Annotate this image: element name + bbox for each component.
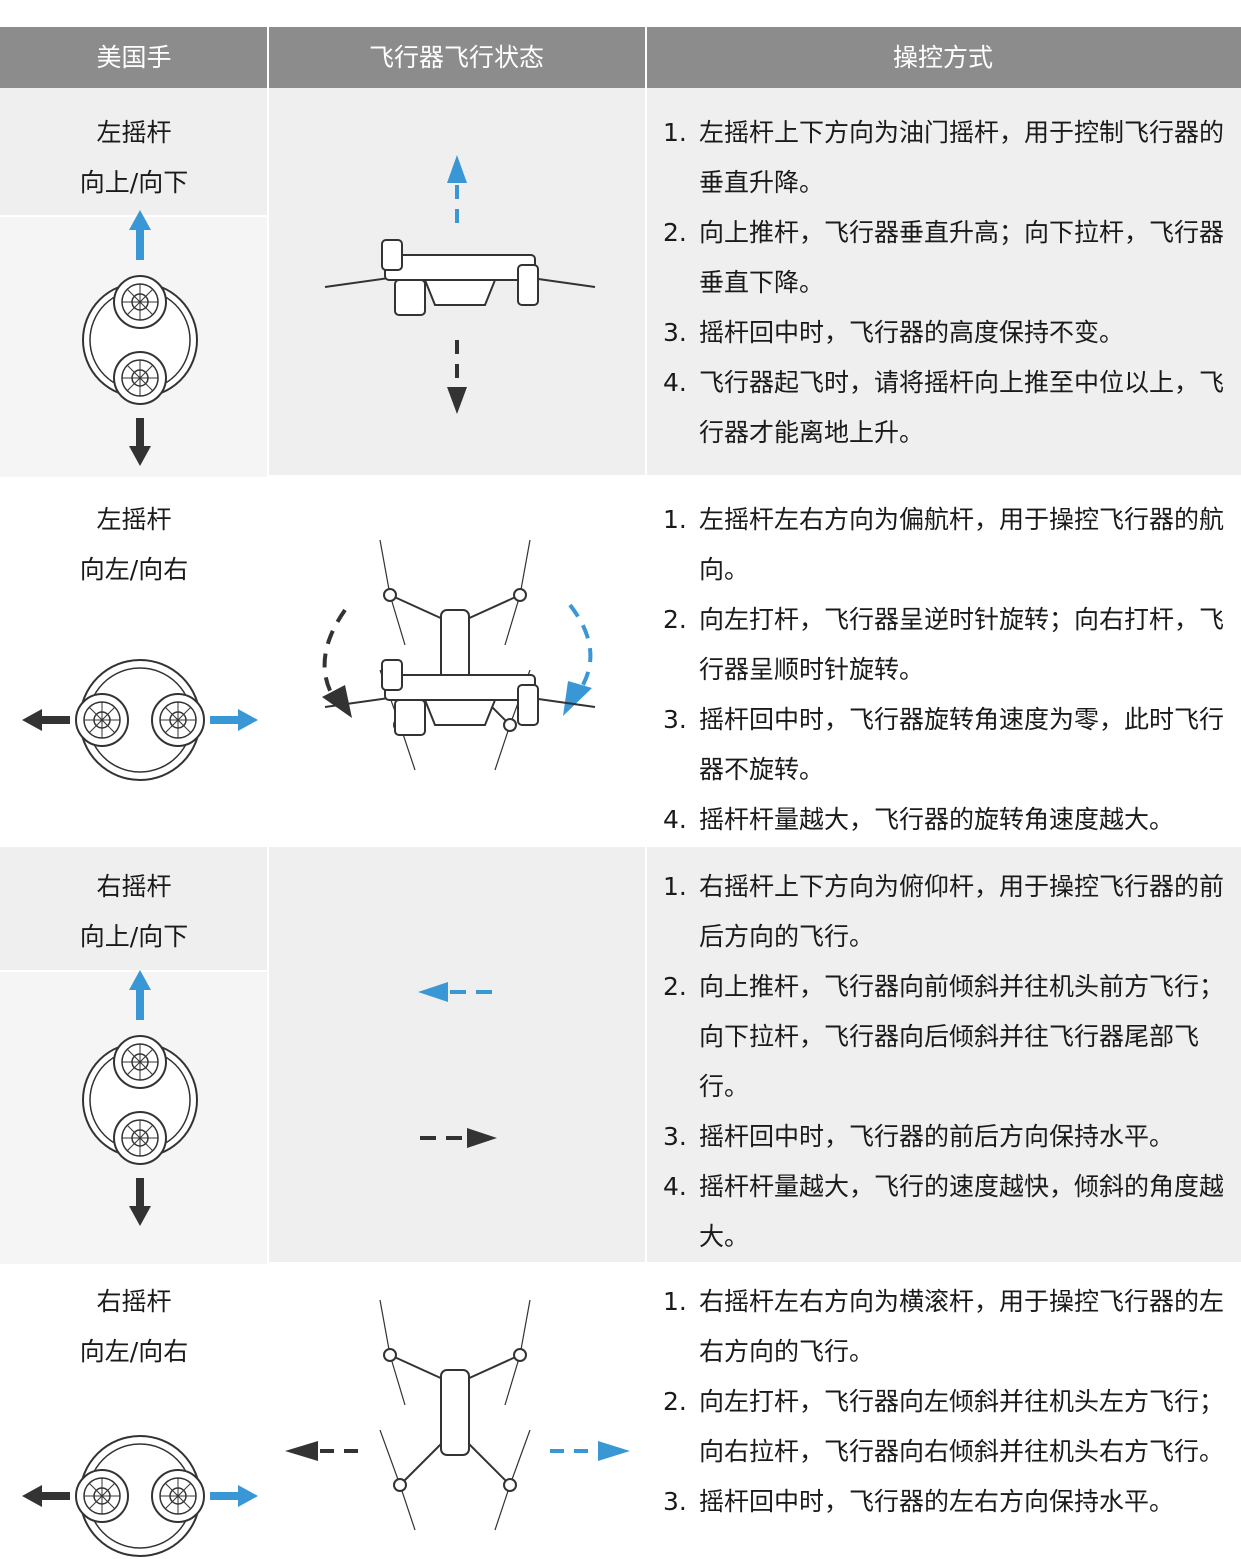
item-text: 左摇杆左右方向为偏航杆，用于操控飞行器的航向。: [699, 505, 1225, 584]
instruction-item: 4. 摇杆杆量越大，飞行的速度越快，倾斜的角度越大。: [663, 1162, 1238, 1262]
item-text: 右摇杆上下方向为俯仰杆，用于操控飞行器的前后方向的飞行。: [699, 872, 1225, 951]
item-text: 飞行器起飞时，请将摇杆向上推至中位以上，飞行器才能离地上升。: [699, 368, 1225, 447]
stick-line: 向上/向下: [79, 922, 189, 951]
item-number: 4.: [663, 368, 687, 397]
item-text: 摇杆回中时，飞行器的左右方向保持水平。: [699, 1487, 1175, 1516]
stick-label: 左摇杆向左/向右: [0, 495, 268, 595]
instructions: 1. 左摇杆上下方向为油门摇杆，用于控制飞行器的垂直升降。 2. 向上推杆，飞行器垂直…: [663, 108, 1238, 458]
item-text: 向上推杆，飞行器垂直升高；向下拉杆，飞行器垂直下降。: [699, 218, 1225, 297]
item-text: 向上推杆，飞行器向前倾斜并往机头前方飞行；向下拉杆，飞行器向后倾斜并往飞行器尾部…: [699, 972, 1225, 1101]
stick-line: 右摇杆: [96, 1287, 172, 1316]
instructions: 1. 右摇杆上下方向为俯仰杆，用于操控飞行器的前后方向的飞行。 2. 向上推杆，飞行器…: [663, 862, 1238, 1262]
stick-line: 向左/向右: [79, 555, 189, 584]
divider: [645, 27, 647, 88]
instruction-item: 2. 向左打杆，飞行器呈逆时针旋转；向右打杆，飞行器呈顺时针旋转。: [663, 595, 1238, 695]
instruction-item: 2. 向上推杆，飞行器垂直升高；向下拉杆，飞行器垂直下降。: [663, 208, 1238, 308]
instructions: 1. 左摇杆左右方向为偏航杆，用于操控飞行器的航向。 2. 向左打杆，飞行器呈逆时针旋…: [663, 495, 1238, 845]
item-text: 摇杆回中时，飞行器旋转角速度为零，此时飞行器不旋转。: [699, 705, 1225, 784]
item-text: 向左打杆，飞行器向左倾斜并往机头左方飞行；向右拉杆，飞行器向右倾斜并往机头右方飞…: [699, 1387, 1225, 1466]
instruction-item: 1. 右摇杆左右方向为横滚杆，用于操控飞行器的左右方向的飞行。: [663, 1277, 1238, 1377]
item-number: 1.: [663, 1287, 687, 1316]
item-number: 4.: [663, 1172, 687, 1201]
stick-line: 右摇杆: [96, 872, 172, 901]
header-cell: 操控方式: [892, 43, 993, 72]
item-number: 2.: [663, 605, 687, 634]
header-cell: 飞行器飞行状态: [368, 43, 544, 72]
stick-line: 左摇杆: [96, 118, 172, 147]
instruction-item: 1. 右摇杆上下方向为俯仰杆，用于操控飞行器的前后方向的飞行。: [663, 862, 1238, 962]
instruction-item: 1. 左摇杆左右方向为偏航杆，用于操控飞行器的航向。: [663, 495, 1238, 595]
instruction-item: 3. 摇杆回中时，飞行器的高度保持不变。: [663, 308, 1238, 358]
stick-line: 左摇杆: [96, 505, 172, 534]
instruction-item: 4. 飞行器起飞时，请将摇杆向上推至中位以上，飞行器才能离地上升。: [663, 358, 1238, 458]
divider: [267, 27, 269, 88]
stick-label: 右摇杆向左/向右: [0, 1277, 268, 1377]
instruction-item: 2. 向上推杆，飞行器向前倾斜并往机头前方飞行；向下拉杆，飞行器向后倾斜并往飞行器…: [663, 962, 1238, 1112]
item-number: 3.: [663, 1487, 687, 1516]
row-bg: [0, 847, 1241, 1264]
stick-line: 向上/向下: [79, 168, 189, 197]
item-text: 摇杆回中时，飞行器的高度保持不变。: [699, 318, 1125, 347]
item-text: 左摇杆上下方向为油门摇杆，用于控制飞行器的垂直升降。: [699, 118, 1225, 197]
item-text: 向左打杆，飞行器呈逆时针旋转；向右打杆，飞行器呈顺时针旋转。: [699, 605, 1225, 684]
item-text: 摇杆杆量越大，飞行器的旋转角速度越大。: [699, 805, 1175, 834]
instruction-item: 3. 摇杆回中时，飞行器的前后方向保持水平。: [663, 1112, 1238, 1162]
item-number: 2.: [663, 972, 687, 1001]
item-text: 摇杆杆量越大，飞行的速度越快，倾斜的角度越大。: [699, 1172, 1225, 1251]
item-number: 1.: [663, 505, 687, 534]
item-number: 3.: [663, 1122, 687, 1151]
item-text: 摇杆回中时，飞行器的前后方向保持水平。: [699, 1122, 1175, 1151]
instruction-item: 3. 摇杆回中时，飞行器的左右方向保持水平。: [663, 1477, 1238, 1527]
item-number: 1.: [663, 872, 687, 901]
instruction-item: 1. 左摇杆上下方向为油门摇杆，用于控制飞行器的垂直升降。: [663, 108, 1238, 208]
item-number: 1.: [663, 118, 687, 147]
item-number: 4.: [663, 805, 687, 834]
item-text: 右摇杆左右方向为横滚杆，用于操控飞行器的左右方向的飞行。: [699, 1287, 1225, 1366]
table-header: 美国手 飞行器飞行状态 操控方式: [0, 27, 1241, 88]
stick-label: 左摇杆向上/向下: [0, 108, 268, 208]
stick-label: 右摇杆向上/向下: [0, 862, 268, 962]
instructions: 1. 右摇杆左右方向为横滚杆，用于操控飞行器的左右方向的飞行。 2. 向左打杆，飞行器…: [663, 1277, 1238, 1527]
item-number: 3.: [663, 705, 687, 734]
instruction-item: 3. 摇杆回中时，飞行器旋转角速度为零，此时飞行器不旋转。: [663, 695, 1238, 795]
stick-line: 向左/向右: [79, 1337, 189, 1366]
item-number: 2.: [663, 1387, 687, 1416]
instruction-item: 2. 向左打杆，飞行器向左倾斜并往机头左方飞行；向右拉杆，飞行器向右倾斜并往机头右…: [663, 1377, 1238, 1477]
instruction-item: 4. 摇杆杆量越大，飞行器的旋转角速度越大。: [663, 795, 1238, 845]
row-bg: [0, 88, 1241, 477]
header-cell: 美国手: [96, 43, 172, 72]
item-number: 3.: [663, 318, 687, 347]
item-number: 2.: [663, 218, 687, 247]
